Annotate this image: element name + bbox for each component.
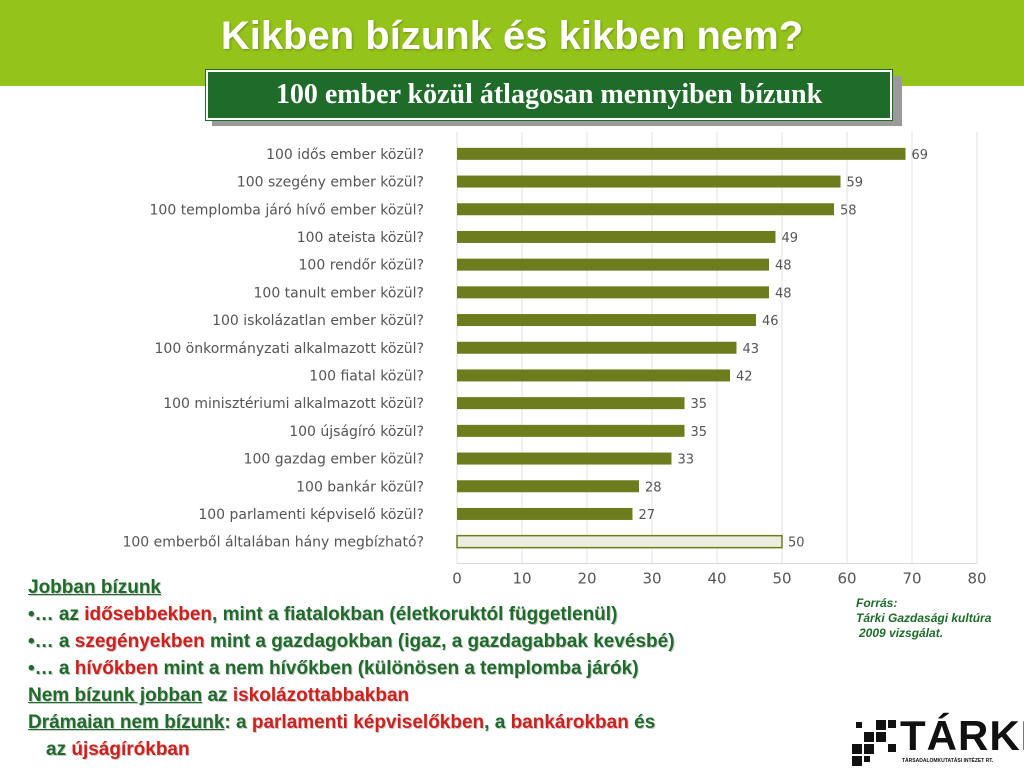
stairs-logo-icon <box>852 720 896 766</box>
note-highlight: idősebbekben <box>84 604 213 625</box>
chart-tick-labels: 0 10 20 30 40 50 60 70 80 <box>452 570 986 588</box>
bar <box>457 230 776 243</box>
category-label: 100 bankár közül? <box>296 479 424 495</box>
bar <box>457 258 769 271</box>
note-highlight: hívőkben <box>74 658 159 679</box>
category-label: 100 parlamenti képviselő közül? <box>198 507 424 523</box>
value-label: 48 <box>775 259 792 274</box>
value-label: 33 <box>678 453 695 468</box>
note-heading: Jobban bízunk <box>28 577 161 598</box>
x-tick-label: 20 <box>577 570 596 588</box>
bar-chart: 100 idős ember közül? 100 szegény ember k… <box>122 132 987 588</box>
x-tick-label: 80 <box>967 570 986 588</box>
value-label: 49 <box>782 231 799 246</box>
x-tick-label: 40 <box>707 570 726 588</box>
note-heading: Drámaian nem bízunk <box>28 712 225 733</box>
category-label: 100 fiatal közül? <box>309 368 424 384</box>
x-tick-label: 70 <box>902 570 921 588</box>
value-label: 46 <box>762 314 779 329</box>
value-label: 35 <box>691 397 708 412</box>
bar <box>457 286 769 299</box>
category-label: 100 rendőr közül? <box>299 258 424 274</box>
note-text: az <box>46 739 72 760</box>
note-highlight: parlamenti képviselőkben <box>251 712 485 733</box>
note-line-3: •… a szegényekben mint a gazdagokban (ig… <box>28 628 828 655</box>
category-label: 100 szegény ember közül? <box>237 175 424 191</box>
note-text: mint a gazdagokban (igaz, a gazdagabbak … <box>204 631 675 652</box>
bar <box>457 314 756 327</box>
note-text: mint a nem hívőkben (különösen a templom… <box>158 658 639 679</box>
bar <box>457 341 737 354</box>
note-text: •… a <box>28 658 75 679</box>
value-label: 48 <box>775 286 792 301</box>
note-heading: Nem bízunk jobban <box>28 685 203 706</box>
category-label: 100 tanult ember közül? <box>254 285 425 301</box>
page-title: Kikben bízunk és kikben nem? <box>220 14 804 58</box>
note-line-7: az újságírókban <box>28 736 828 763</box>
category-label: 100 idős ember közül? <box>266 147 424 163</box>
logo-subtitle: TÁRSADALOMKUTATÁSI INTÉZET RT. <box>902 758 994 764</box>
note-text: és <box>628 712 656 733</box>
category-label: 100 ateista közül? <box>297 230 424 246</box>
note-line-1: Jobban bízunk <box>28 574 828 601</box>
source-name: Tárki Gazdasági kultúra <box>856 611 992 625</box>
value-label: 42 <box>736 369 753 384</box>
note-text: , a <box>484 712 511 733</box>
category-label: 100 újságíró közül? <box>289 424 424 440</box>
chart-bars <box>456 147 906 549</box>
source-label: Forrás: <box>856 596 898 610</box>
category-label: 100 emberből általában hány megbízható? <box>122 535 424 551</box>
note-text: az <box>202 685 233 706</box>
bar <box>457 397 685 410</box>
value-label: 50 <box>788 536 805 551</box>
x-tick-label: 60 <box>837 570 856 588</box>
note-text: , mint a fiatalokban (életkoruktól függe… <box>212 604 618 625</box>
category-label: 100 templomba járó hívő ember közül? <box>150 202 424 218</box>
category-label: 100 gazdag ember közül? <box>244 452 424 468</box>
subtitle-box: 100 ember közül átlagosan mennyiben bízu… <box>205 69 893 121</box>
bar <box>457 424 685 437</box>
value-label: 58 <box>840 203 857 218</box>
note-text: •… a <box>28 631 75 652</box>
note-text: •… az <box>28 604 85 625</box>
category-label: 100 iskolázatlan ember közül? <box>212 313 424 329</box>
chart-category-labels: 100 idős ember közül? 100 szegény ember k… <box>122 147 424 551</box>
notes-block: Jobban bízunk •… az idősebbekben, mint a… <box>28 574 828 763</box>
bar <box>457 369 730 382</box>
note-highlight: bankárokban <box>510 712 629 733</box>
bar <box>457 147 906 160</box>
note-highlight: szegényekben <box>74 631 205 652</box>
x-tick-label: 30 <box>642 570 661 588</box>
source-note: Forrás: Tárki Gazdasági kultúra 2009 viz… <box>856 596 1021 641</box>
note-highlight: iskolázottabbakban <box>232 685 410 706</box>
value-label: 59 <box>847 176 864 191</box>
note-line-6: Drámaian nem bízunk: a parlamenti képvis… <box>28 709 828 736</box>
value-label: 35 <box>691 425 708 440</box>
note-highlight: újságírókban <box>71 739 190 760</box>
value-label: 28 <box>645 480 662 495</box>
bar <box>457 203 834 216</box>
bar <box>457 452 672 465</box>
bar <box>456 534 783 549</box>
bar <box>457 507 633 520</box>
note-text: : a <box>224 712 252 733</box>
bar <box>457 480 639 493</box>
x-tick-label: 10 <box>512 570 531 588</box>
note-line-5: Nem bízunk jobban az iskolázottabbakban <box>28 682 828 709</box>
value-label: 69 <box>912 148 929 163</box>
tarki-logo: TÁRKI TÁRSADALOMKUTATÁSI INTÉZET RT. <box>852 714 1024 768</box>
source-year: 2009 vizsgálat. <box>859 626 944 640</box>
note-line-4: •… a hívőkben mint a nem hívőkben (külön… <box>28 655 828 682</box>
note-line-2: •… az idősebbekben, mint a fiatalokban (… <box>28 601 828 628</box>
value-label: 27 <box>639 508 656 523</box>
x-tick-label: 50 <box>772 570 791 588</box>
category-label: 100 önkormányzati alkalmazott közül? <box>155 341 425 357</box>
bar <box>457 175 841 188</box>
value-label: 43 <box>743 342 760 357</box>
category-label: 100 minisztériumi alkalmazott közül? <box>163 396 424 412</box>
logo-wordmark: TÁRKI <box>900 712 1024 759</box>
x-tick-label: 0 <box>452 570 462 588</box>
